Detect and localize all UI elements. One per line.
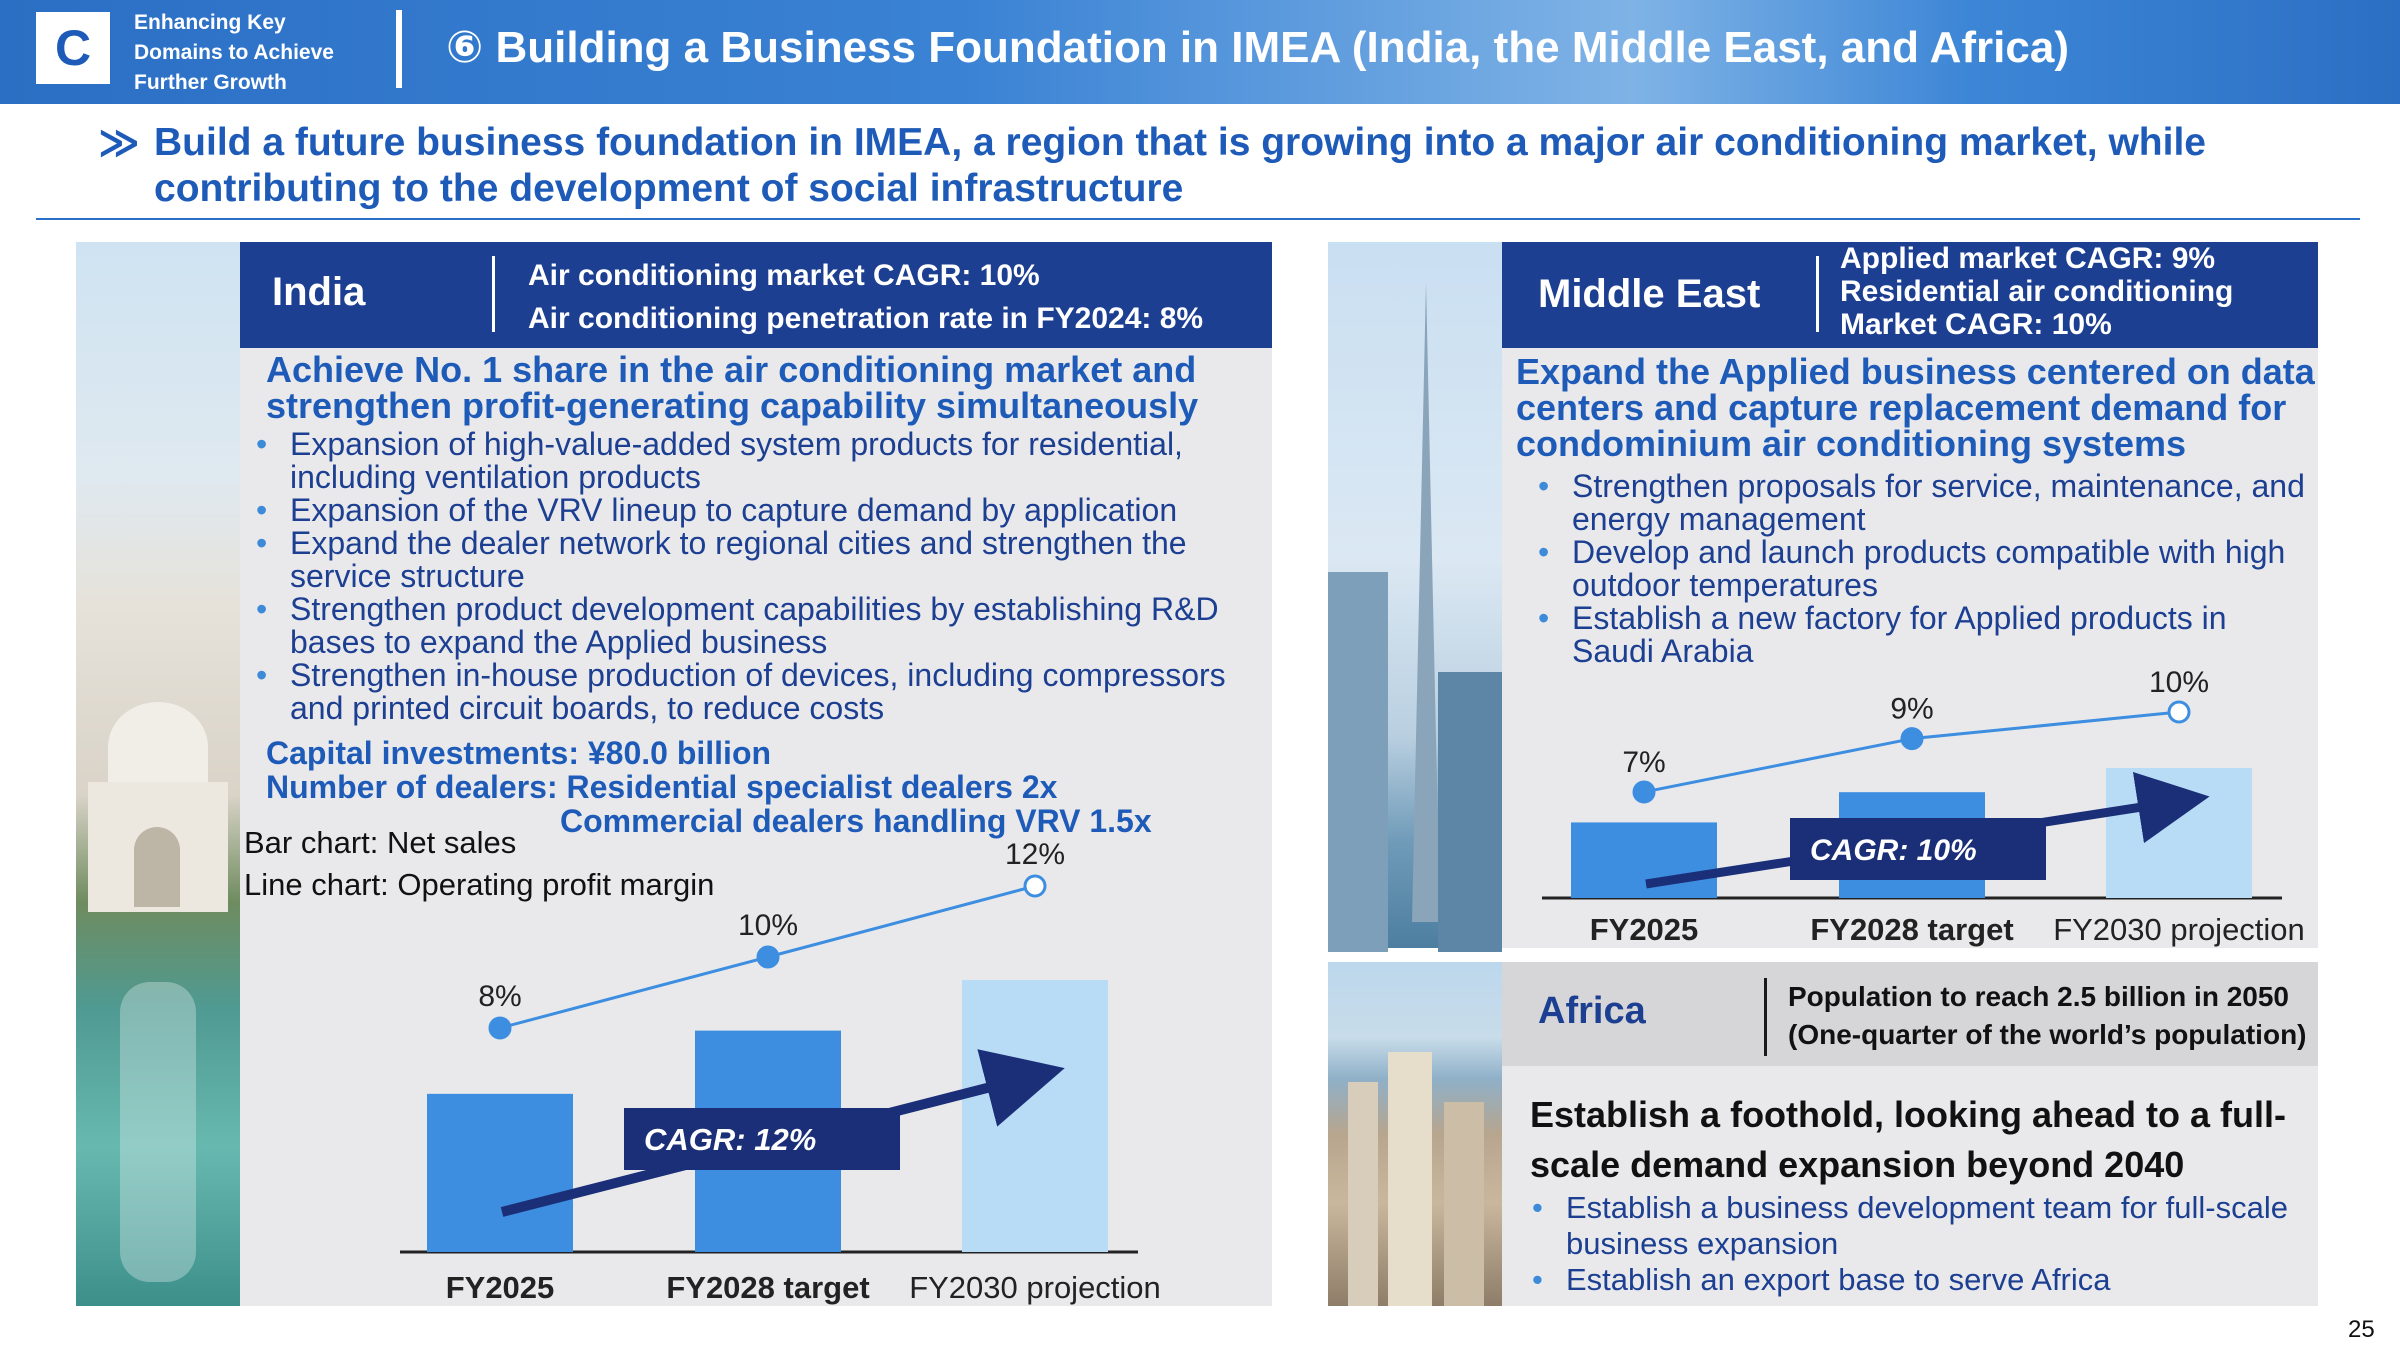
africa-bullet-list: Establish a business development team fo… — [1530, 1190, 2310, 1298]
x-tick-label: FY2028 target — [666, 1270, 869, 1305]
india-dealers: Number of dealers: Residential specialis… — [266, 769, 1058, 805]
building-shape — [1388, 1052, 1432, 1306]
list-item: Establish an export base to serve Africa — [1530, 1262, 2310, 1298]
building-shape — [1328, 572, 1388, 952]
building-shape — [1438, 672, 1502, 952]
middle-east-stats: Applied market CAGR: 9% Residential air … — [1840, 242, 2233, 341]
africa-header-bar — [1502, 962, 2318, 1066]
list-item: Expansion of the VRV lineup to capture d… — [254, 494, 1264, 528]
legend-line-note: Line chart: Operating profit margin — [244, 867, 715, 902]
subtitle-rule — [36, 218, 2360, 220]
building-shape — [1348, 1082, 1378, 1306]
section-label: Enhancing Key Domains to Achieve Further… — [134, 11, 334, 94]
india-stats: Air conditioning market CAGR: 10% Air co… — [528, 254, 1203, 340]
cagr-label: CAGR: 10% — [1810, 834, 1977, 867]
india-lead: Achieve No. 1 share in the air condition… — [266, 349, 1199, 426]
middle-east-stat: Market CAGR: 10% — [1840, 308, 2112, 341]
header-divider — [396, 10, 402, 88]
list-item: Expand the dealer network to regional ci… — [254, 527, 1264, 593]
legend-bar-note: Bar chart: Net sales — [244, 825, 517, 860]
page-number: 25 — [2348, 1316, 2375, 1343]
middle-east-bullet-list: Strengthen proposals for service, mainte… — [1536, 470, 2316, 668]
india-stat: Air conditioning penetration rate in FY2… — [528, 302, 1204, 335]
africa-lead: Establish a foothold, looking ahead to a… — [1530, 1094, 2287, 1185]
margin-point — [1023, 874, 1047, 898]
margin-point — [488, 1016, 512, 1040]
african-city-photo — [1328, 962, 1502, 1306]
africa-title: Africa — [1538, 990, 1646, 1032]
margin-point — [1632, 780, 1656, 804]
india-bullet-list: Expansion of high-value-added system pro… — [254, 428, 1264, 725]
list-item: Establish a new factory for Applied prod… — [1536, 602, 2316, 668]
taj-reflection-shape — [120, 982, 196, 1282]
middle-east-stat: Applied market CAGR: 9% — [1840, 242, 2216, 275]
middle-east-lead: Expand the Applied business centered on … — [1516, 351, 2315, 464]
middle-east-stat: Residential air conditioning — [1840, 275, 2234, 308]
taj-mahal-photo — [76, 242, 240, 1306]
taj-dome-shape — [108, 702, 208, 792]
x-tick-label: FY2025 — [446, 1270, 555, 1305]
africa-stat: Population to reach 2.5 billion in 2050 — [1788, 981, 2289, 1012]
margin-data-label: 7% — [1622, 746, 1665, 779]
margin-data-label: 10% — [738, 909, 798, 942]
building-shape — [1444, 1102, 1484, 1306]
africa-stat: (One-quarter of the world’s population) — [1788, 1019, 2307, 1050]
margin-data-label: 10% — [2149, 666, 2209, 699]
margin-point — [2167, 700, 2191, 724]
list-item: Strengthen proposals for service, mainte… — [1536, 470, 2316, 536]
x-tick-label: FY2030 projection — [909, 1270, 1161, 1305]
bar-fy2025 — [427, 1093, 573, 1252]
list-item: Strengthen in-house production of device… — [254, 659, 1264, 725]
cagr-box — [1790, 818, 2046, 880]
middle-east-chart: FY2025 FY2028 target FY2030 projection 7% 9%… — [1542, 666, 2305, 947]
list-item: Establish a business development team fo… — [1530, 1190, 2310, 1262]
x-tick-label: FY2030 projection — [2053, 912, 2305, 947]
page-title: ⑥ Building a Business Foundation in IMEA… — [446, 23, 2069, 72]
india-chart: FY2025 FY2028 target FY2030 projection 8% 10… — [400, 840, 1161, 1305]
india-title: India — [272, 270, 366, 314]
middle-east-header-bar — [1502, 242, 2318, 348]
india-dealers-commercial: Commercial dealers handling VRV 1.5x — [560, 803, 1152, 839]
dubai-skyline-photo — [1328, 242, 1502, 952]
taj-door-shape — [134, 827, 180, 907]
cagr-label: CAGR: 12% — [644, 1122, 816, 1157]
india-investments: Capital investments: ¥80.0 billion — [266, 735, 772, 771]
cagr-box — [624, 1108, 900, 1170]
africa-header-divider — [1764, 978, 1767, 1056]
bar-fy2030-projection — [962, 980, 1108, 1252]
margin-point — [756, 945, 780, 969]
margin-data-label: 12% — [1005, 840, 1065, 871]
section-badge: C — [36, 12, 110, 84]
india-header-divider — [492, 256, 495, 332]
x-tick-label: FY2025 — [1590, 912, 1699, 947]
double-chevron-icon: ≫ — [98, 121, 140, 165]
bar-fy2030-projection — [2106, 768, 2252, 898]
x-tick-label: FY2028 target — [1810, 912, 2013, 947]
margin-point — [1900, 727, 1924, 751]
margin-data-label: 9% — [1890, 693, 1933, 726]
india-stat: Air conditioning market CAGR: 10% — [528, 259, 1040, 292]
list-item: Develop and launch products compatible w… — [1536, 536, 2316, 602]
list-item: Expansion of high-value-added system pro… — [254, 428, 1264, 494]
middle-east-header-divider — [1816, 256, 1819, 332]
africa-stats: Population to reach 2.5 billion in 2050 … — [1788, 978, 2307, 1054]
middle-east-title: Middle East — [1538, 272, 1761, 316]
tower-shape — [1412, 282, 1440, 922]
page-subtitle: Build a future business foundation in IM… — [154, 121, 2206, 210]
list-item: Strengthen product development capabilit… — [254, 593, 1264, 659]
india-header-bar — [240, 242, 1272, 348]
bar-fy2025 — [1571, 822, 1717, 898]
margin-data-label: 8% — [478, 980, 521, 1013]
